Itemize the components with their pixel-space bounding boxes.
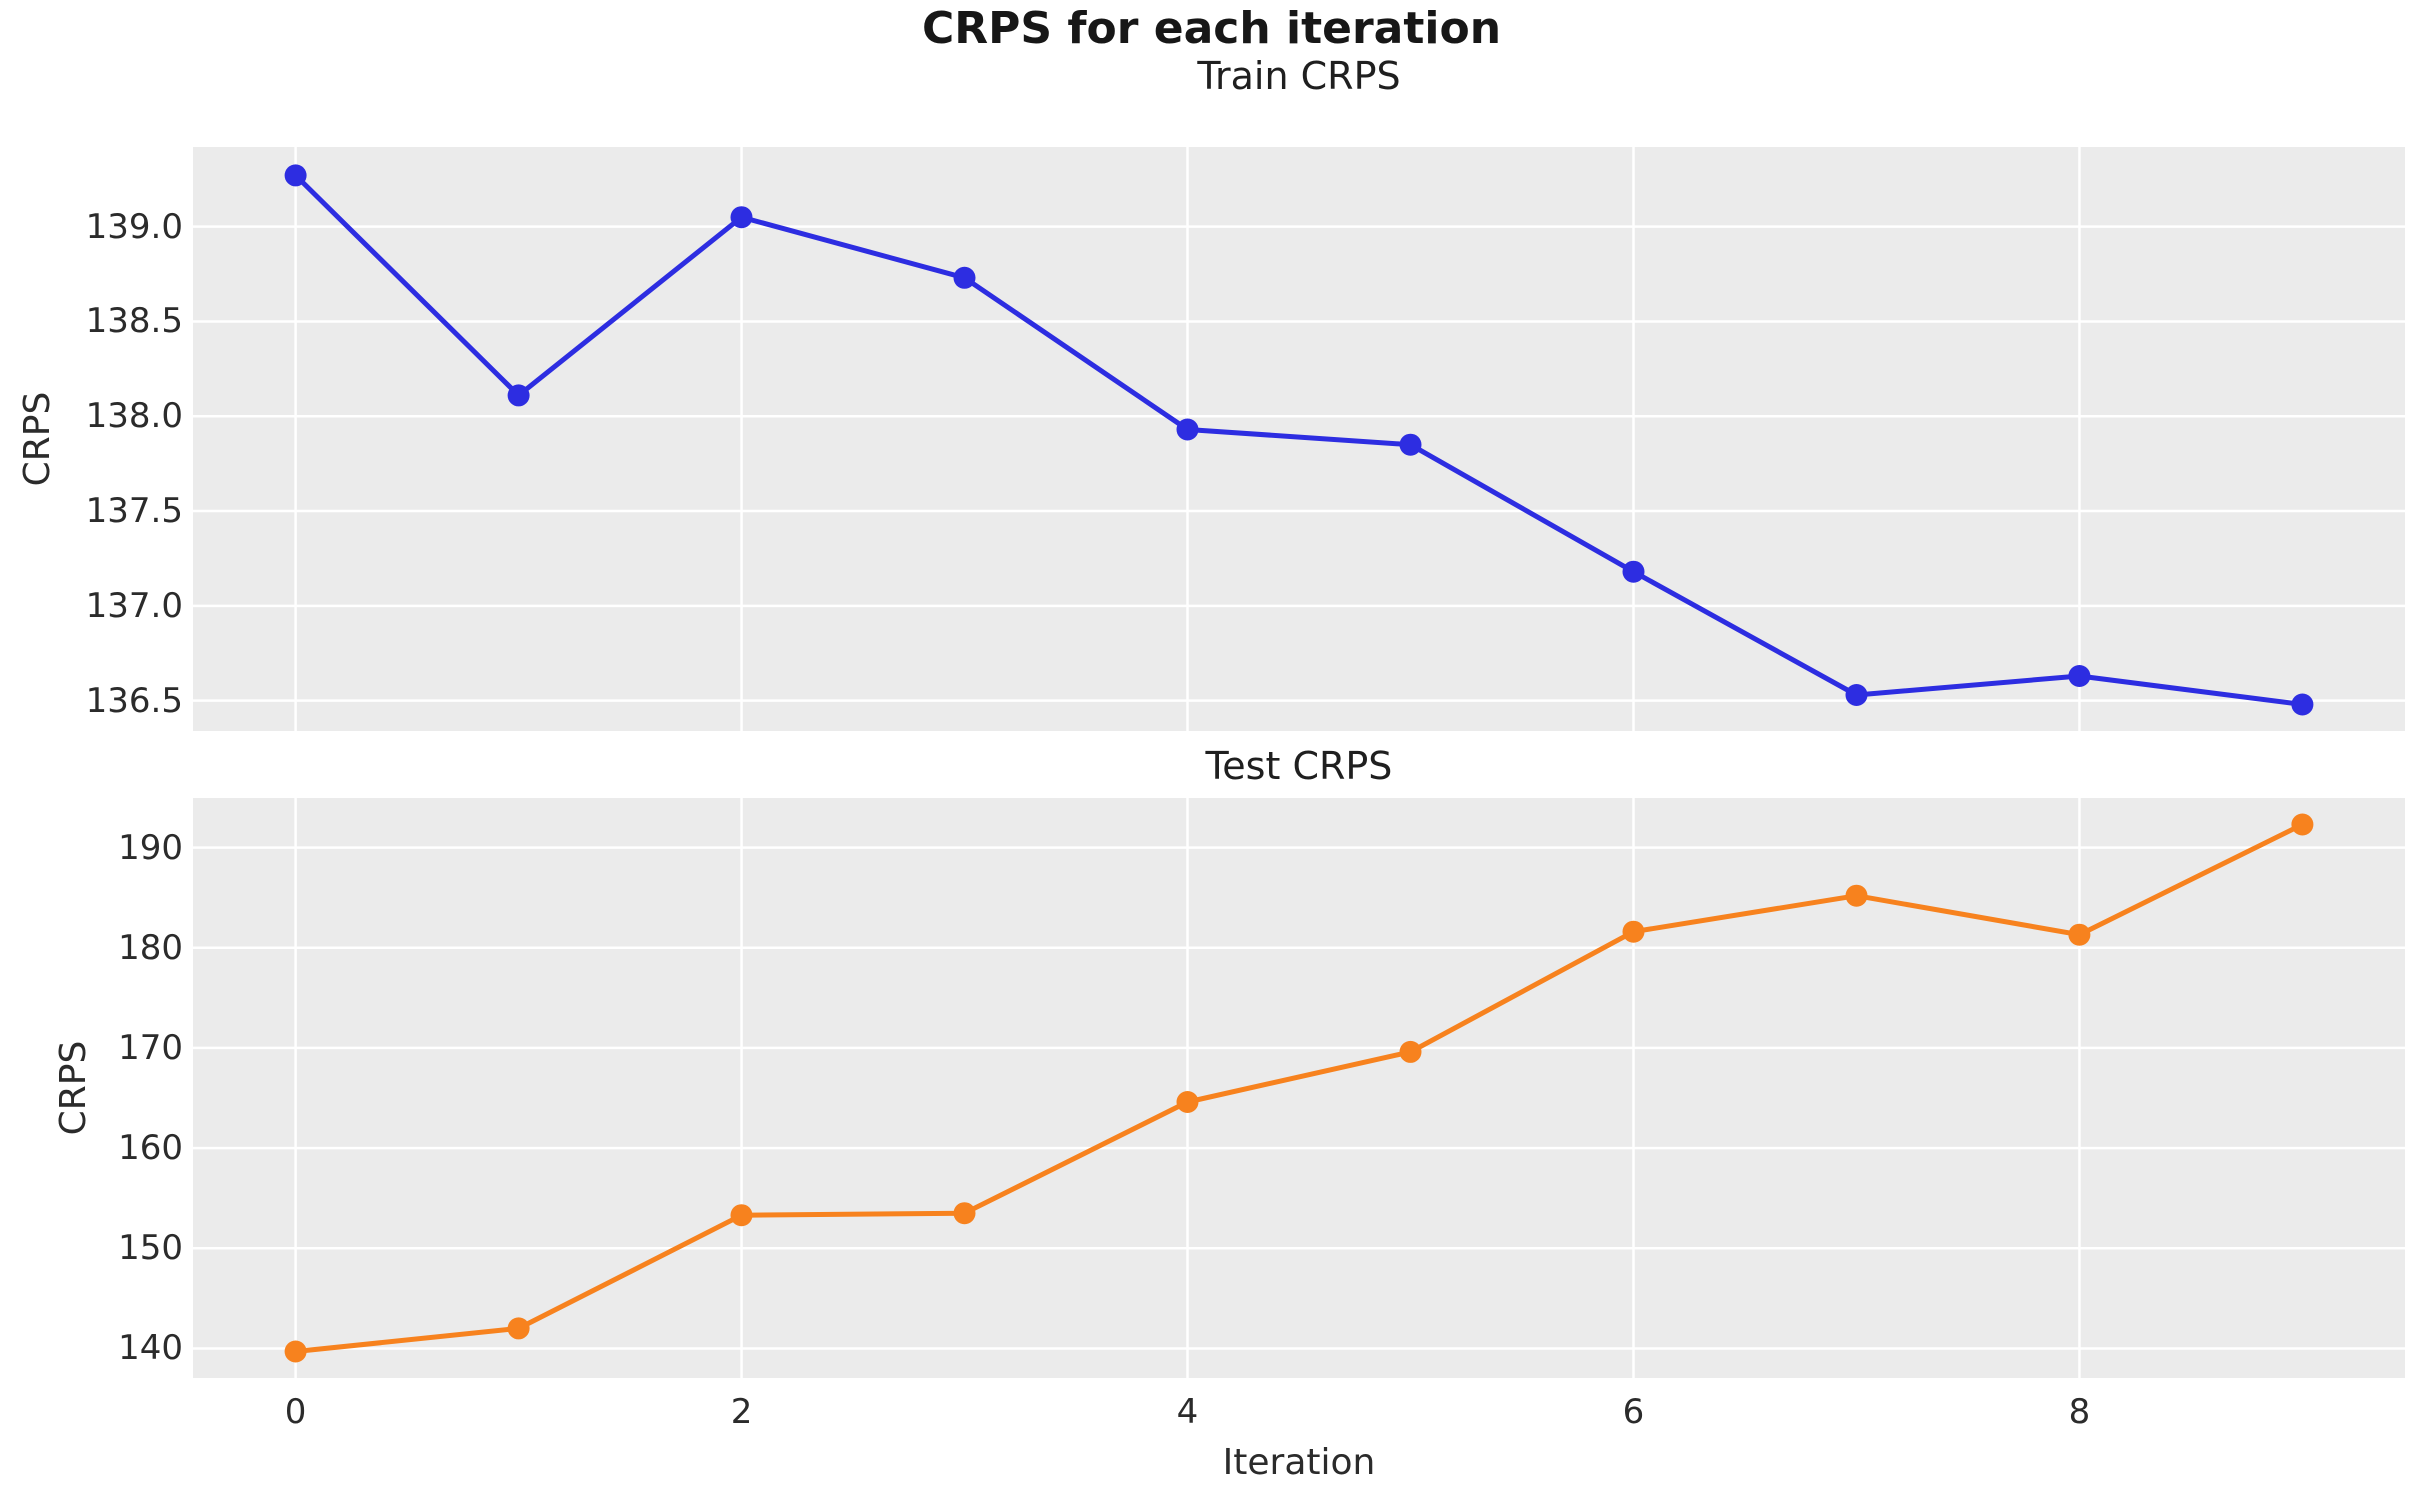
x-axis-label: Iteration [1222, 1442, 1376, 1483]
train-y-tick-label: 139.0 [85, 206, 183, 247]
plot-background [193, 798, 2405, 1378]
test-data-point [953, 1202, 976, 1225]
test-series-line [293, 822, 2305, 1354]
train-data-point [1622, 560, 1645, 583]
train-data-point [1176, 418, 1199, 441]
train-data-point [1399, 433, 1422, 456]
test-y-tick-label: 140 [118, 1328, 183, 1369]
train-y-tick-label: 136.5 [85, 680, 183, 721]
train-data-point [2291, 693, 2314, 716]
train-data-point [1845, 684, 1868, 706]
test-data-point [1622, 920, 1645, 943]
test-chart-title: Test CRPS [1205, 744, 1393, 788]
train-data-point [953, 266, 976, 289]
test-chart-canvas [193, 798, 2405, 1378]
test-y-tick-label: 190 [118, 827, 183, 868]
x-tick-label: 6 [1622, 1392, 1645, 1432]
test-y-tick-label: 180 [118, 927, 183, 968]
x-tick-label: 2 [730, 1392, 753, 1432]
train-data-point [507, 384, 530, 407]
train-data-point [2068, 665, 2091, 687]
train-y-tick-label: 137.0 [85, 585, 183, 626]
test-data-point [1176, 1091, 1199, 1113]
test-data-point [284, 1340, 307, 1363]
x-tick-label: 4 [1176, 1392, 1199, 1432]
train-y-tick-label: 138.5 [85, 301, 183, 342]
test-data-point [730, 1204, 753, 1227]
test-data-point [2068, 923, 2091, 946]
train-chart-title: Train CRPS [1197, 54, 1401, 98]
train-chart-canvas [193, 147, 2405, 731]
x-tick-label: 8 [2068, 1392, 2091, 1432]
train-series-line [293, 172, 2305, 707]
test-y-tick-label: 150 [118, 1228, 183, 1269]
test-data-point [1845, 884, 1868, 907]
train-y-tick-label: 138.0 [85, 396, 183, 437]
test-data-point [2291, 813, 2314, 836]
test-data-point [1399, 1040, 1422, 1063]
train-data-point [284, 164, 307, 187]
test-y-axis-label: CRPS [53, 1040, 94, 1136]
test-data-point [507, 1317, 530, 1340]
figure-suptitle: CRPS for each iteration [921, 3, 1502, 54]
test-y-tick-label: 160 [118, 1128, 183, 1169]
train-data-point [730, 206, 753, 229]
test-y-tick-label: 170 [118, 1027, 183, 1068]
train-y-tick-label: 137.5 [85, 491, 183, 532]
train-y-axis-label: CRPS [17, 391, 58, 487]
x-tick-label: 0 [284, 1392, 307, 1432]
